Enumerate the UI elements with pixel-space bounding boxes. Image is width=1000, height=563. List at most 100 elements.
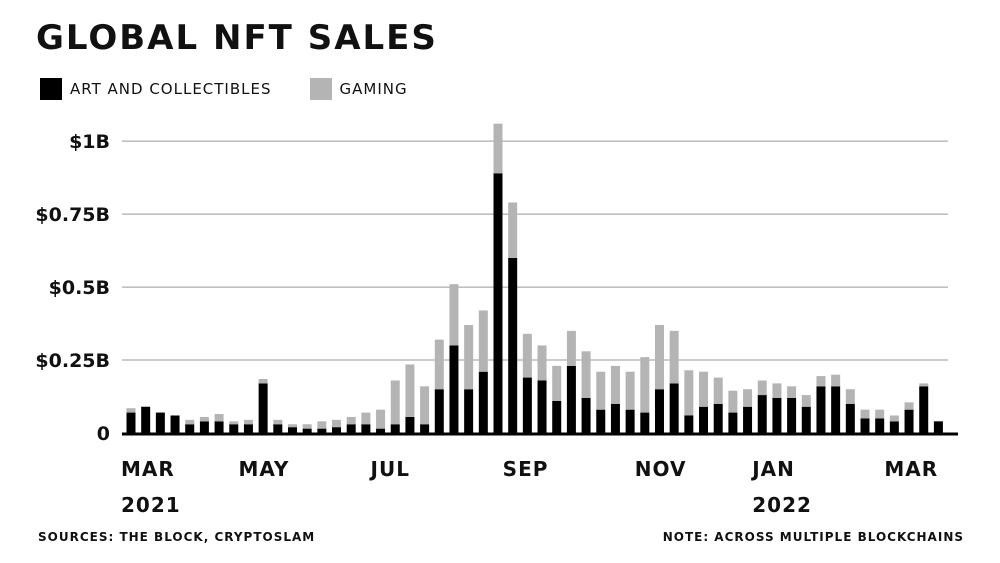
bar-gaming-39	[699, 371, 709, 407]
bar-art-26	[508, 257, 518, 433]
bar-gaming-27	[522, 333, 532, 378]
bar-gaming-26	[508, 202, 518, 258]
bar-art-1	[141, 406, 151, 433]
bar-gaming-52	[889, 415, 899, 422]
bar-art-23	[464, 389, 474, 433]
bar-gaming-14	[332, 419, 342, 428]
bar-gaming-40	[713, 377, 723, 404]
bar-art-0	[126, 412, 136, 433]
bar-gaming-29	[552, 365, 562, 401]
bar-gaming-13	[317, 421, 327, 429]
bar-gaming-11	[287, 424, 297, 428]
bar-gaming-51	[875, 409, 885, 419]
bar-art-18	[390, 424, 400, 433]
bar-gaming-15	[346, 416, 356, 425]
bar-art-13	[317, 428, 327, 433]
bar-gaming-10	[273, 419, 283, 425]
bar-gaming-33	[610, 365, 620, 404]
bar-gaming-45	[787, 386, 797, 398]
chart-title: GLOBAL NFT SALES	[36, 18, 438, 58]
bar-art-51	[875, 418, 885, 433]
bar-art-45	[787, 397, 797, 433]
bar-gaming-37	[669, 330, 679, 384]
bar-gaming-0	[126, 408, 136, 413]
bar-gaming-6	[214, 414, 224, 422]
y-tick-label: $1B	[69, 131, 110, 153]
bar-gaming-49	[845, 389, 855, 404]
bar-art-40	[713, 403, 723, 433]
bar-gaming-24	[478, 310, 488, 372]
bar-art-31	[581, 397, 591, 433]
bar-art-54	[919, 386, 929, 433]
bar-art-7	[229, 424, 239, 433]
y-tick-label: 0	[97, 423, 110, 445]
legend-label-gaming: GAMING	[339, 80, 408, 98]
bar-gaming-21	[434, 339, 444, 390]
bar-gaming-7	[229, 421, 239, 425]
bar-art-53	[904, 409, 914, 433]
bar-art-8	[243, 424, 253, 433]
legend-swatch-gaming	[309, 78, 332, 100]
bar-gaming-38	[684, 370, 694, 416]
bar-gaming-20	[420, 386, 430, 425]
bar-art-41	[728, 412, 738, 433]
x-tick-label: MAR	[121, 457, 175, 481]
bar-art-14	[332, 427, 342, 433]
bar-gaming-48	[831, 374, 841, 387]
bar-art-17	[376, 428, 386, 433]
bar-gaming-22	[449, 284, 459, 346]
bar-gaming-12	[302, 424, 312, 429]
bar-art-3	[170, 415, 180, 433]
bar-gaming-28	[537, 345, 547, 381]
bar-gaming-16	[361, 412, 371, 425]
bar-art-21	[434, 389, 444, 433]
legend-item-gaming: GAMING	[309, 78, 408, 100]
bar-gaming-4	[185, 419, 195, 425]
bar-art-22	[449, 345, 459, 433]
bar-art-43	[757, 395, 767, 433]
bar-art-33	[610, 403, 620, 433]
bar-art-36	[654, 389, 664, 433]
bar-art-35	[640, 412, 650, 433]
bar-gaming-47	[816, 376, 826, 387]
y-tick-label: $0.75B	[35, 204, 110, 226]
bar-art-10	[273, 424, 283, 433]
x-tick-label: NOV	[635, 457, 687, 481]
bar-gaming-25	[493, 123, 503, 174]
x-tick-label: JUL	[369, 457, 410, 481]
bar-gaming-32	[596, 371, 606, 410]
bar-art-37	[669, 383, 679, 433]
bar-art-6	[214, 421, 224, 433]
bar-art-55	[933, 421, 943, 433]
bar-art-9	[258, 383, 268, 433]
bar-art-11	[287, 427, 297, 433]
bar-art-44	[772, 397, 782, 433]
x-tick-label: MAR	[884, 457, 938, 481]
bar-art-39	[699, 406, 709, 433]
bar-art-2	[155, 412, 165, 433]
bar-gaming-54	[919, 383, 929, 387]
bar-gaming-18	[390, 380, 400, 425]
bar-art-27	[522, 377, 532, 433]
bar-art-42	[743, 406, 753, 433]
bar-art-12	[302, 428, 312, 433]
bar-art-52	[889, 421, 899, 433]
bar-gaming-19	[405, 364, 415, 417]
bar-art-24	[478, 371, 488, 433]
year-label: 2022	[752, 493, 812, 517]
bar-art-28	[537, 380, 547, 433]
bar-art-5	[199, 421, 209, 433]
bar-art-16	[361, 424, 371, 433]
bar-gaming-17	[376, 409, 386, 429]
bar-gaming-30	[566, 330, 576, 366]
bar-art-20	[420, 424, 430, 433]
bar-gaming-53	[904, 402, 914, 410]
year-label: 2021	[121, 493, 181, 517]
x-tick-label: SEP	[503, 457, 549, 481]
blockchain-note: NOTE: ACROSS MULTIPLE BLOCKCHAINS	[662, 530, 964, 544]
bar-gaming-36	[654, 325, 664, 390]
bar-art-30	[566, 365, 576, 433]
bar-art-48	[831, 386, 841, 433]
sources-note: SOURCES: THE BLOCK, CRYPTOSLAM	[38, 530, 316, 544]
